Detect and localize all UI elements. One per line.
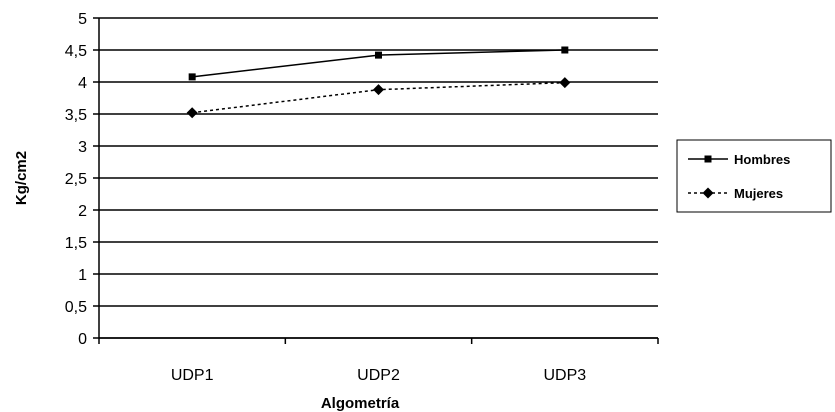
x-axis: UDP1 UDP2 UDP3 xyxy=(98,18,659,384)
y-tick-label: 0 xyxy=(78,331,87,348)
legend-label-hombres: Hombres xyxy=(734,152,790,167)
y-axis-ticks: 0 0,5 1 1,5 2 2,5 3 3,5 4 4,5 5 xyxy=(65,11,99,348)
data-series xyxy=(186,46,571,119)
y-tick-label: 5 xyxy=(78,11,87,28)
legend-label-mujeres: Mujeres xyxy=(734,186,783,201)
legend-marker-mujeres xyxy=(702,187,714,199)
y-axis-title: Kg/cm2 xyxy=(13,151,30,205)
data-point-hombres xyxy=(561,46,569,54)
legend-box xyxy=(676,139,832,213)
y-tick-label: 1 xyxy=(78,267,87,284)
x-axis-title: Algometría xyxy=(321,395,400,412)
y-tick-label: 3 xyxy=(78,139,87,156)
data-point-mujeres xyxy=(559,77,571,89)
series-hombres xyxy=(188,46,569,81)
x-tick-label: UDP1 xyxy=(171,367,214,384)
data-point-mujeres xyxy=(186,107,198,119)
legend-marker-hombres xyxy=(704,155,712,163)
y-tick-label: 2 xyxy=(78,203,87,220)
x-tick-label: UDP2 xyxy=(357,367,400,384)
series-mujeres xyxy=(186,77,571,119)
y-tick-label: 1,5 xyxy=(65,235,87,252)
y-tick-label: 3,5 xyxy=(65,107,87,124)
y-tick-label: 2,5 xyxy=(65,171,87,188)
y-tick-label: 4 xyxy=(78,75,87,92)
data-point-hombres xyxy=(188,73,196,81)
gridlines xyxy=(99,17,658,339)
data-point-hombres xyxy=(375,51,382,59)
y-tick-label: 0,5 xyxy=(65,299,87,316)
x-tick-label: UDP3 xyxy=(543,367,586,384)
data-point-mujeres xyxy=(373,84,384,96)
y-tick-label: 4,5 xyxy=(65,43,87,60)
legend: Hombres Mujeres xyxy=(676,139,832,213)
